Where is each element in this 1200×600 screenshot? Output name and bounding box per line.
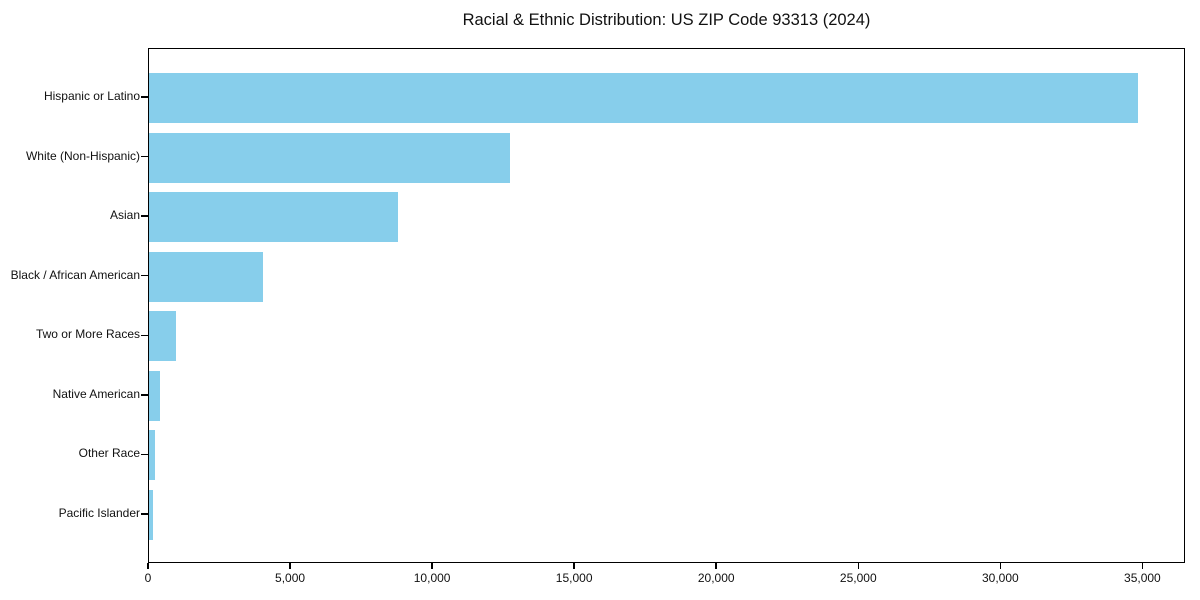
ytick-label: Black / African American — [10, 267, 140, 282]
xtick-mark — [857, 563, 860, 569]
xtick-label: 20,000 — [697, 571, 735, 585]
xtick-label: 0 — [144, 571, 152, 585]
bar-other-race — [149, 430, 155, 481]
xtick-mark — [715, 563, 717, 569]
ytick-mark — [141, 513, 148, 515]
xtick-label: 30,000 — [981, 571, 1019, 585]
ytick-label: Two or More Races — [35, 327, 140, 342]
xtick-mark — [573, 563, 575, 569]
xtick-mark — [999, 563, 1002, 569]
bar-native-american — [149, 370, 160, 421]
ytick-mark — [141, 453, 148, 456]
bar-white-non-hispanic — [149, 132, 510, 183]
bar-two-or-more-races — [149, 311, 176, 362]
ytick-mark — [141, 96, 148, 98]
bar-hispanic-or-latino — [149, 73, 1138, 123]
ytick-label: Hispanic or Latino — [43, 89, 140, 103]
ytick-mark — [141, 215, 148, 217]
ytick-label: White (Non-Hispanic) — [25, 148, 140, 163]
xtick-mark — [147, 563, 149, 569]
xtick-mark — [431, 563, 433, 569]
xtick-label: 35,000 — [1124, 571, 1161, 585]
xtick-mark — [1141, 563, 1144, 569]
ytick-label: Native American — [52, 386, 140, 401]
xtick-mark — [289, 563, 291, 569]
ytick-mark — [141, 334, 148, 337]
ytick-mark — [141, 155, 148, 158]
xtick-label: 25,000 — [839, 571, 877, 585]
ytick-mark — [141, 394, 148, 396]
xtick-label: 10,000 — [413, 571, 451, 585]
chart-title: Racial & Ethnic Distribution: US ZIP Cod… — [462, 11, 871, 29]
ytick-label: Asian — [109, 208, 140, 223]
ytick-label: Pacific Islander — [58, 506, 140, 520]
bar-black-african-american — [149, 251, 263, 302]
plot-area — [148, 48, 1185, 563]
ytick-mark — [141, 274, 148, 277]
ytick-label: Other Race — [78, 446, 140, 461]
xtick-label: 5,000 — [275, 571, 306, 585]
bar-pacific-islander — [149, 490, 153, 540]
xtick-label: 15,000 — [555, 571, 593, 585]
bar-asian — [149, 192, 398, 243]
